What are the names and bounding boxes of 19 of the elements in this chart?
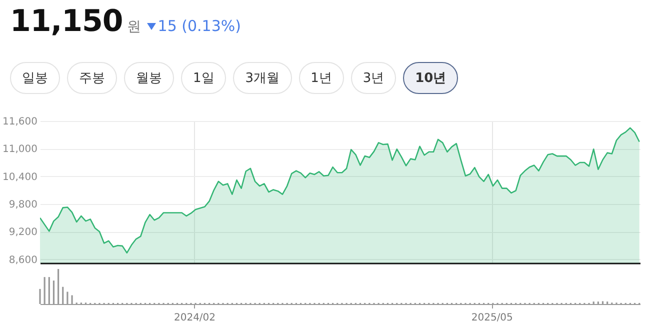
text: 15 (0.13%)	[158, 17, 241, 35]
y-tick-label: 9,800	[8, 199, 38, 210]
y-tick-label: 10,400	[2, 172, 38, 183]
text: 10년	[403, 62, 458, 94]
y-tick-label: 11,000	[2, 144, 38, 156]
chart-subtitle: 원	[126, 19, 141, 35]
text: 일봉	[10, 62, 60, 94]
x-tick-label: 2024/02	[174, 312, 216, 323]
text: 주봉	[67, 62, 117, 94]
text: 3년	[350, 62, 396, 94]
text: 3개월	[233, 62, 292, 94]
text: 1일	[181, 62, 226, 94]
y-tick-label: 8,600	[8, 254, 38, 266]
text: 1년	[298, 62, 344, 94]
text: 월봉	[124, 62, 174, 94]
chart-title: 11,150	[10, 4, 123, 39]
y-tick-label: 9,200	[8, 227, 38, 238]
y-tick-label: 11,600	[2, 116, 38, 128]
x-tick-label: 2025/05	[471, 312, 513, 323]
